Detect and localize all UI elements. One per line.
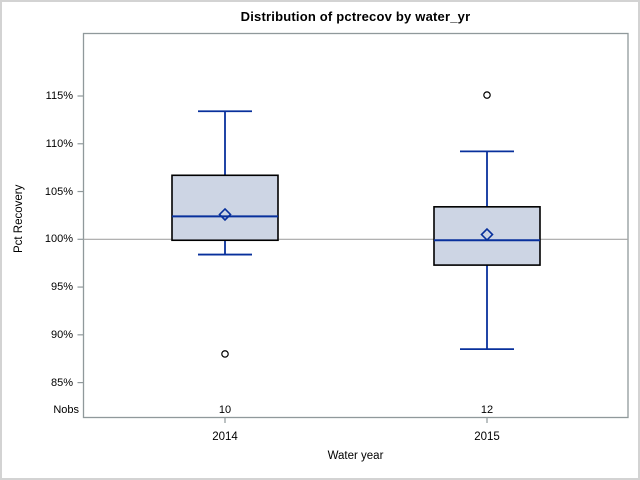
nobs-value-2015: 12 <box>480 404 494 416</box>
y-tick-label-85: 85% <box>50 377 73 389</box>
x-axis-label: Water year <box>327 450 384 462</box>
y-tick-label-90: 90% <box>50 329 73 341</box>
y-tick-label-95: 95% <box>50 281 73 293</box>
nobs-row-label: Nobs <box>53 404 79 416</box>
y-tick-label-105: 105% <box>44 186 73 198</box>
x-category-label-2015: 2015 <box>474 431 500 443</box>
y-tick-label-100: 100% <box>44 233 73 245</box>
y-tick-label-115: 115% <box>45 90 73 102</box>
y-tick-label-110: 110% <box>45 138 73 150</box>
chart-title: Distribution of pctrecov by water_yr <box>240 9 471 24</box>
nobs-value-2014: 10 <box>218 404 232 416</box>
x-category-label-2014: 2014 <box>212 431 238 443</box>
